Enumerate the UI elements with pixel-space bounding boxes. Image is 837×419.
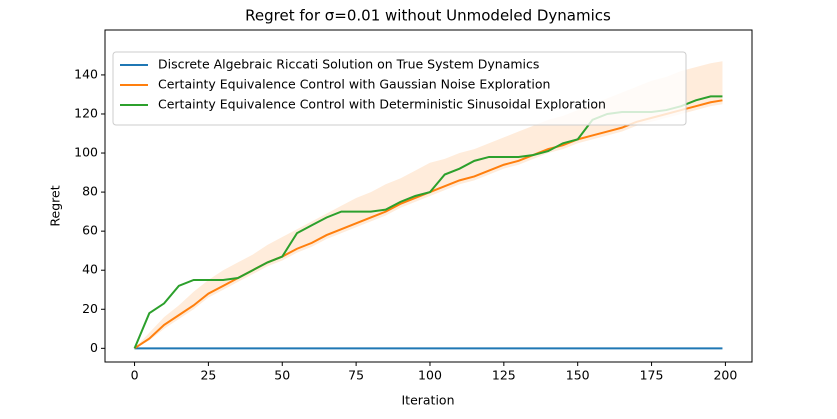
x-tick-label: 50 [274, 368, 290, 383]
y-tick-label: 20 [82, 301, 98, 316]
x-tick-label: 75 [348, 368, 364, 383]
y-tick-label: 140 [74, 66, 98, 81]
legend-box [112, 51, 687, 126]
x-axis-label: Iteration [401, 393, 454, 408]
band [134, 61, 723, 349]
x-tick-label: 175 [640, 368, 664, 383]
y-tick-label: 60 [82, 223, 98, 238]
y-tick-label: 40 [82, 262, 98, 277]
legend-label: Certainty Equivalence Control with Deter… [158, 97, 606, 112]
y-tick-label: 80 [82, 184, 98, 199]
x-tick-label: 125 [492, 368, 516, 383]
legend-label: Certainty Equivalence Control with Gauss… [158, 77, 550, 92]
y-tick-label: 100 [74, 145, 98, 160]
x-tick-label: 25 [200, 368, 216, 383]
plot-frame [104, 29, 753, 363]
x-tick-label: 0 [131, 368, 139, 383]
y-tick-label: 120 [74, 105, 98, 120]
chart-title: Regret for σ=0.01 without Unmodeled Dyna… [245, 7, 611, 25]
y-tick-label: 0 [90, 340, 98, 355]
legend-label: Discrete Algebraic Riccati Solution on T… [158, 57, 539, 72]
x-tick-label: 200 [713, 368, 737, 383]
line [133, 99, 723, 350]
y-axis-label: Regret [48, 185, 63, 226]
x-tick-label: 100 [418, 368, 442, 383]
x-tick-label: 150 [566, 368, 590, 383]
line [133, 95, 723, 349]
